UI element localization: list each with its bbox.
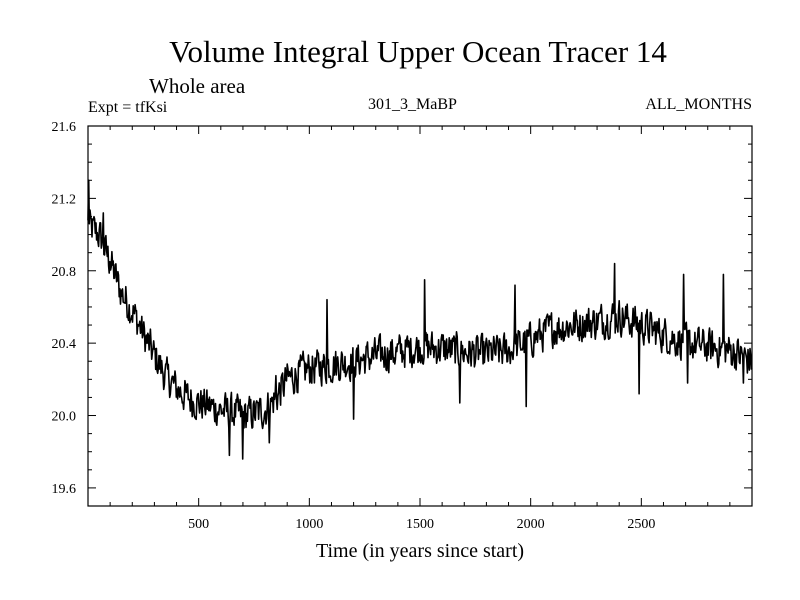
chart-subtitle: Whole area [149, 74, 246, 98]
y-tick-label: 19.6 [52, 482, 77, 497]
x-tick-label: 1000 [295, 517, 323, 532]
x-tick-label: 2500 [627, 517, 655, 532]
y-tick-label: 21.2 [52, 192, 77, 207]
y-tick-label: 20.0 [52, 410, 77, 425]
series-line [87, 179, 753, 460]
x-tick-label: 500 [188, 517, 209, 532]
months-label: ALL_MONTHS [645, 96, 752, 113]
plot-frame [87, 125, 753, 507]
tick-labels: 500 1000 1500 2000 2500 19.6 20.0 20.4 20.8 21.2 2… [52, 120, 656, 532]
axis-ticks [88, 125, 752, 506]
experiment-label: Expt = tfKsi [88, 99, 168, 116]
x-tick-label: 2000 [517, 517, 545, 532]
y-tick-label: 21.6 [52, 120, 77, 135]
x-axis-label: Time (in years since start) [316, 540, 524, 562]
chart-title: Volume Integral Upper Ocean Tracer 14 [169, 34, 667, 69]
y-tick-label: 20.4 [52, 337, 77, 352]
run-label: 301_3_MaBP [368, 96, 457, 113]
y-tick-label: 20.8 [52, 265, 77, 280]
x-tick-label: 1500 [406, 517, 434, 532]
